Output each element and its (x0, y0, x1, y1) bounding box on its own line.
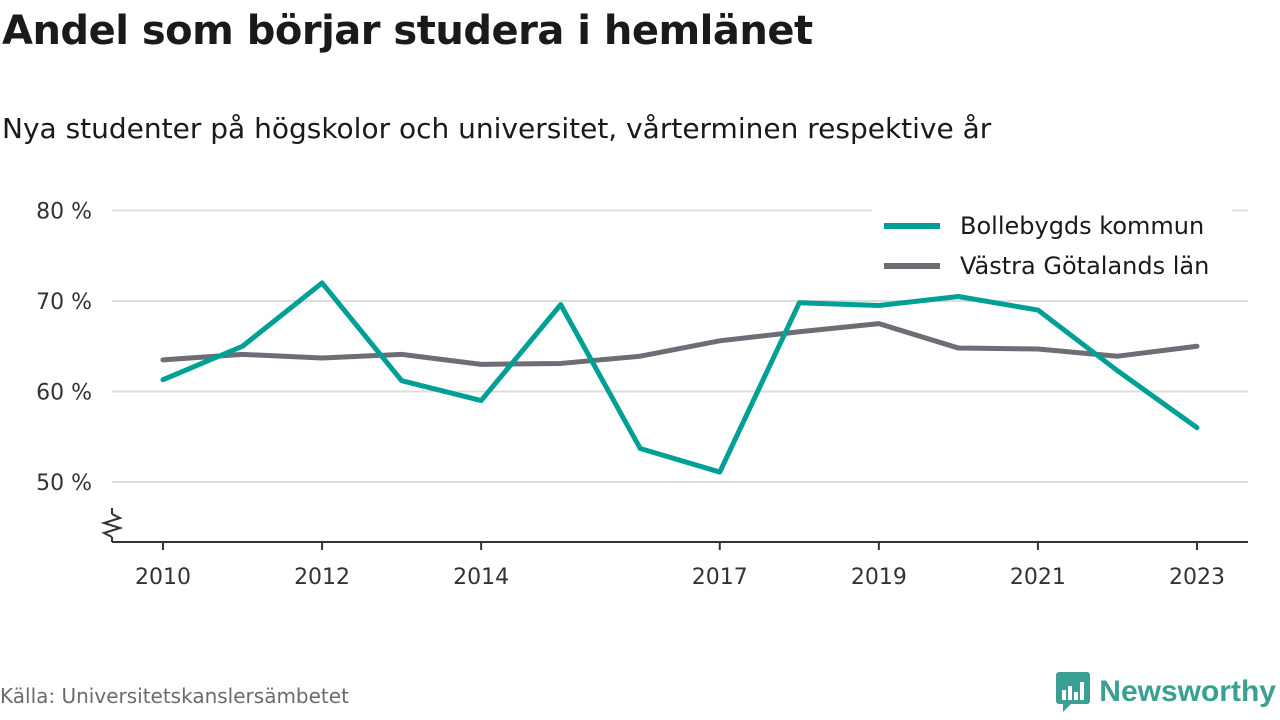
x-tick-label: 2019 (851, 565, 907, 590)
y-tick-label: 70 % (36, 290, 92, 315)
newsworthy-chart-icon (1056, 672, 1091, 712)
series-line (160, 280, 1200, 475)
x-tick-label: 2017 (692, 565, 748, 590)
source-note: Källa: Universitetskanslersämbetet (0, 684, 349, 708)
series-line (160, 321, 1200, 367)
line-chart: 80 % 70 % 60 % 50 % 2010 2012 2014 2017 2019 2021… (36, 200, 1248, 590)
brand-name: Newsworthy (1099, 675, 1276, 708)
x-tick-label: 2023 (1169, 565, 1225, 590)
axis-break-icon (100, 513, 124, 538)
x-tick-label: 2021 (1010, 565, 1066, 590)
y-tick-label: 60 % (36, 381, 92, 406)
y-tick-label: 80 % (36, 200, 92, 225)
legend-background (872, 204, 1232, 290)
legend-label: Bollebygds kommun (960, 212, 1204, 240)
legend-label: Västra Götalands län (960, 252, 1209, 280)
newsworthy-logo: Newsworthy (1055, 670, 1276, 714)
chart-subtitle: Nya studenter på högskolor och universit… (2, 112, 992, 145)
x-tick-label: 2014 (453, 565, 509, 590)
x-tick-label: 2012 (294, 565, 350, 590)
x-tick-label: 2010 (135, 565, 191, 590)
chart-title: Andel som börjar studera i hemlänet (2, 8, 813, 54)
y-tick-label: 50 % (36, 471, 92, 496)
